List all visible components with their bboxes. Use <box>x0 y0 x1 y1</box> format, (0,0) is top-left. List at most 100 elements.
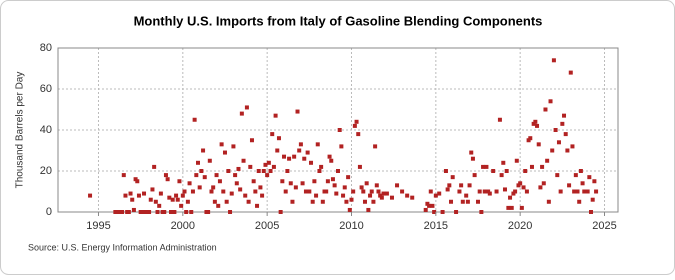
point <box>567 183 572 188</box>
point <box>342 185 347 190</box>
point <box>484 164 489 169</box>
point <box>295 109 300 114</box>
point <box>153 199 158 204</box>
point <box>479 210 484 214</box>
point <box>352 123 357 128</box>
point <box>292 154 297 159</box>
point <box>499 173 504 178</box>
point <box>288 181 293 186</box>
point <box>384 191 389 196</box>
plot-frame <box>57 47 619 213</box>
point <box>298 142 303 147</box>
point <box>467 183 472 188</box>
point <box>221 189 226 194</box>
point <box>362 199 367 204</box>
point <box>243 193 248 198</box>
point <box>261 169 266 173</box>
point <box>551 58 556 63</box>
point <box>309 160 314 165</box>
y-axis-label: Thousand Barrels per Day <box>15 72 26 189</box>
point <box>226 169 231 173</box>
point <box>282 154 287 159</box>
point <box>120 210 125 214</box>
point <box>543 107 548 112</box>
point <box>212 199 217 204</box>
x-tick-label: 2020 <box>508 220 532 232</box>
point <box>428 189 433 194</box>
point <box>572 189 577 194</box>
point <box>347 207 352 212</box>
point <box>222 150 227 155</box>
point <box>459 183 464 188</box>
point <box>531 121 536 126</box>
point <box>256 169 261 173</box>
point <box>508 195 513 200</box>
point <box>465 199 470 204</box>
point <box>283 189 288 194</box>
point <box>300 181 305 186</box>
point <box>497 117 502 122</box>
point <box>253 189 258 194</box>
point <box>263 162 268 167</box>
point <box>371 199 376 204</box>
point <box>529 164 534 169</box>
point <box>297 148 302 153</box>
point <box>319 164 324 169</box>
y-tick-label: 0 <box>46 206 52 218</box>
x-tick-label: 1995 <box>86 220 110 232</box>
point <box>501 160 506 165</box>
point <box>373 144 378 149</box>
point <box>169 210 174 214</box>
point <box>182 189 187 194</box>
point <box>187 181 192 186</box>
point <box>443 169 448 173</box>
point <box>575 189 580 194</box>
point <box>174 193 179 198</box>
point <box>369 189 374 194</box>
point <box>287 156 292 161</box>
y-tick-label: 20 <box>40 165 52 177</box>
point <box>224 199 229 204</box>
point <box>518 181 523 186</box>
source-note: Source: U.S. Energy Information Administ… <box>28 242 217 252</box>
point <box>433 193 438 198</box>
point <box>131 207 136 212</box>
point <box>555 173 560 178</box>
point <box>192 117 197 122</box>
point <box>449 199 454 204</box>
point <box>271 164 276 169</box>
point <box>511 191 516 196</box>
point <box>196 160 200 165</box>
point <box>578 169 583 173</box>
point <box>268 169 273 173</box>
point <box>364 181 369 186</box>
point <box>170 197 175 202</box>
point <box>330 177 335 182</box>
point <box>423 207 428 212</box>
point <box>273 113 278 118</box>
y-tick-label: 80 <box>40 42 52 54</box>
point <box>280 179 285 184</box>
point <box>336 169 340 173</box>
point <box>185 199 190 204</box>
point <box>258 185 263 190</box>
point <box>202 175 207 180</box>
point <box>472 173 477 178</box>
point <box>457 189 462 194</box>
point <box>229 191 234 196</box>
point <box>148 197 153 202</box>
point <box>275 148 280 153</box>
point <box>130 197 135 202</box>
point <box>379 195 384 200</box>
point <box>374 183 379 188</box>
point <box>476 199 480 204</box>
point <box>545 158 550 163</box>
point <box>568 70 573 75</box>
point <box>594 189 599 194</box>
point <box>592 179 597 184</box>
point <box>270 132 275 137</box>
point <box>249 138 254 143</box>
point <box>349 197 354 202</box>
point <box>570 144 575 149</box>
